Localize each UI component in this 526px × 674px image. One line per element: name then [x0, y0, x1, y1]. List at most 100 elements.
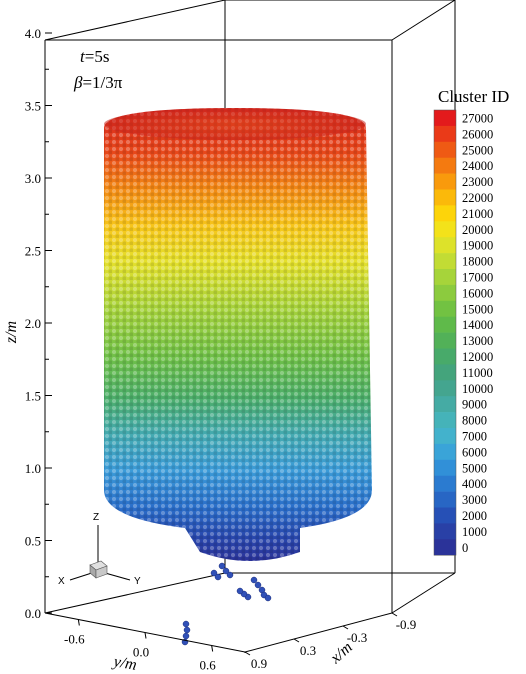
z-axis: 0.0 0.5 1.0 1.5 2.0 2.5 3.0 3.5 4.0	[25, 26, 52, 621]
x-major-tick	[342, 625, 349, 630]
colorbar-label: 9000	[462, 398, 487, 412]
colorbar-swatch	[434, 141, 456, 158]
colorbar-swatch	[434, 189, 456, 206]
colorbar-swatch	[434, 396, 456, 413]
colorbar-swatch	[434, 173, 456, 190]
time-annotation: t=5s β=1/3π	[73, 47, 123, 92]
z-tick-label: 3.5	[25, 99, 41, 114]
x-axis: 0.9 0.3 -0.3 -0.9	[244, 612, 417, 671]
colorbar-swatch	[434, 300, 456, 317]
colorbar-swatch	[434, 380, 456, 397]
colorbar-label: 22000	[462, 191, 493, 205]
x-major-tick	[244, 651, 251, 656]
triad-y-label: Y	[134, 576, 141, 587]
colorbar-swatch	[434, 348, 456, 365]
z-tick-label: 2.5	[25, 244, 41, 259]
colorbar-swatch	[434, 110, 456, 127]
particle-texture	[104, 108, 372, 561]
z-tick-label: 0.0	[25, 606, 41, 621]
colorbar-label: 17000	[462, 270, 493, 284]
colorbar-label: 18000	[462, 255, 493, 269]
colorbar-swatch	[434, 364, 456, 381]
colorbar-label: 16000	[462, 286, 493, 300]
colorbar-label: 11000	[462, 366, 493, 380]
y-axis: -0.6 0.0 0.6	[64, 619, 217, 673]
colorbar-label: 14000	[462, 318, 493, 332]
colorbar-label: 2000	[462, 509, 487, 523]
orientation-triad	[69, 525, 131, 581]
z-tick-label: 0.5	[25, 534, 41, 549]
colorbar-title: Cluster ID	[438, 87, 509, 106]
y-major-tick	[144, 632, 147, 639]
x-tick-label: 0.9	[251, 656, 267, 671]
colorbar-label: 3000	[462, 493, 487, 507]
colorbar-label: 12000	[462, 350, 493, 364]
colorbar-label: 21000	[462, 207, 493, 221]
y-tick-label: -0.6	[64, 632, 85, 647]
t-value: =5s	[85, 47, 110, 66]
box-edge-front-4	[244, 612, 393, 653]
colorbar-swatch	[434, 284, 456, 302]
colorbar-swatch	[434, 205, 456, 222]
y-major-tick	[77, 619, 80, 626]
colorbar-label: 24000	[462, 159, 493, 173]
colorbar-swatch	[434, 125, 456, 143]
colorbar-swatch	[434, 253, 456, 270]
colorbar-swatch	[434, 428, 456, 445]
colorbar-swatch	[434, 507, 456, 524]
colorbar-label: 4000	[462, 477, 487, 491]
colorbar-swatch	[434, 523, 456, 540]
colorbar-label: 1000	[462, 525, 487, 539]
beta-symbol: β	[73, 73, 83, 92]
colorbar: 2700026000250002400023000220002100020000…	[433, 109, 493, 556]
z-tick-label: 2.0	[25, 316, 41, 331]
x-tick-label: 0.3	[300, 643, 316, 658]
y-tick-label: 0.0	[133, 645, 149, 660]
x-tick-label: -0.9	[396, 617, 417, 632]
colorbar-label: 7000	[462, 429, 487, 443]
x-major-tick	[293, 638, 300, 643]
beta-value: =1/3π	[82, 73, 122, 92]
box-edge-back-7	[391, 572, 456, 614]
colorbar-swatch	[434, 412, 456, 429]
particle-column	[104, 108, 372, 646]
colorbar-swatch	[434, 539, 456, 556]
z-tick-label: 4.0	[25, 26, 41, 41]
svg-text:β=1/3π: β=1/3π	[73, 73, 123, 92]
t-symbol: t	[80, 47, 86, 66]
discharged-particles	[181, 562, 272, 646]
svg-text:t=5s: t=5s	[80, 47, 109, 66]
particle-column-top	[104, 108, 366, 140]
x-major-tick	[391, 612, 398, 617]
colorbar-swatch	[434, 221, 456, 238]
colorbar-label: 27000	[462, 111, 493, 125]
colorbar-label: 10000	[462, 382, 493, 396]
colorbar-border	[433, 109, 457, 556]
box-edge-back-5	[391, 0, 456, 41]
colorbar-label: 19000	[462, 239, 493, 253]
triad-x-label: X	[58, 576, 65, 587]
colorbar-label: 0	[462, 541, 468, 555]
colorbar-label: 15000	[462, 302, 493, 316]
z-axis-title: z/m	[3, 321, 20, 344]
colorbar-swatch	[434, 459, 456, 476]
z-tick-label: 3.0	[25, 171, 41, 186]
colorbar-swatch	[434, 332, 456, 349]
colorbar-swatch	[434, 491, 456, 508]
colorbar-label: 6000	[462, 445, 487, 459]
colorbar-label: 23000	[462, 175, 493, 189]
colorbar-label: 20000	[462, 223, 493, 237]
z-tick-label: 1.0	[25, 461, 41, 476]
box-edge-back-4	[44, 0, 226, 41]
y-tick-label: 0.6	[200, 658, 217, 673]
colorbar-swatch	[434, 269, 456, 286]
colorbar-swatch	[434, 443, 456, 461]
colorbar-label: 26000	[462, 127, 493, 141]
y-axis-title: y/m	[110, 653, 138, 674]
colorbar-swatch	[434, 157, 456, 174]
colorbar-label: 13000	[462, 334, 493, 348]
triad-z-label: Z	[93, 512, 99, 523]
x-tick-label: -0.3	[347, 630, 368, 645]
colorbar-label: 25000	[462, 143, 493, 157]
